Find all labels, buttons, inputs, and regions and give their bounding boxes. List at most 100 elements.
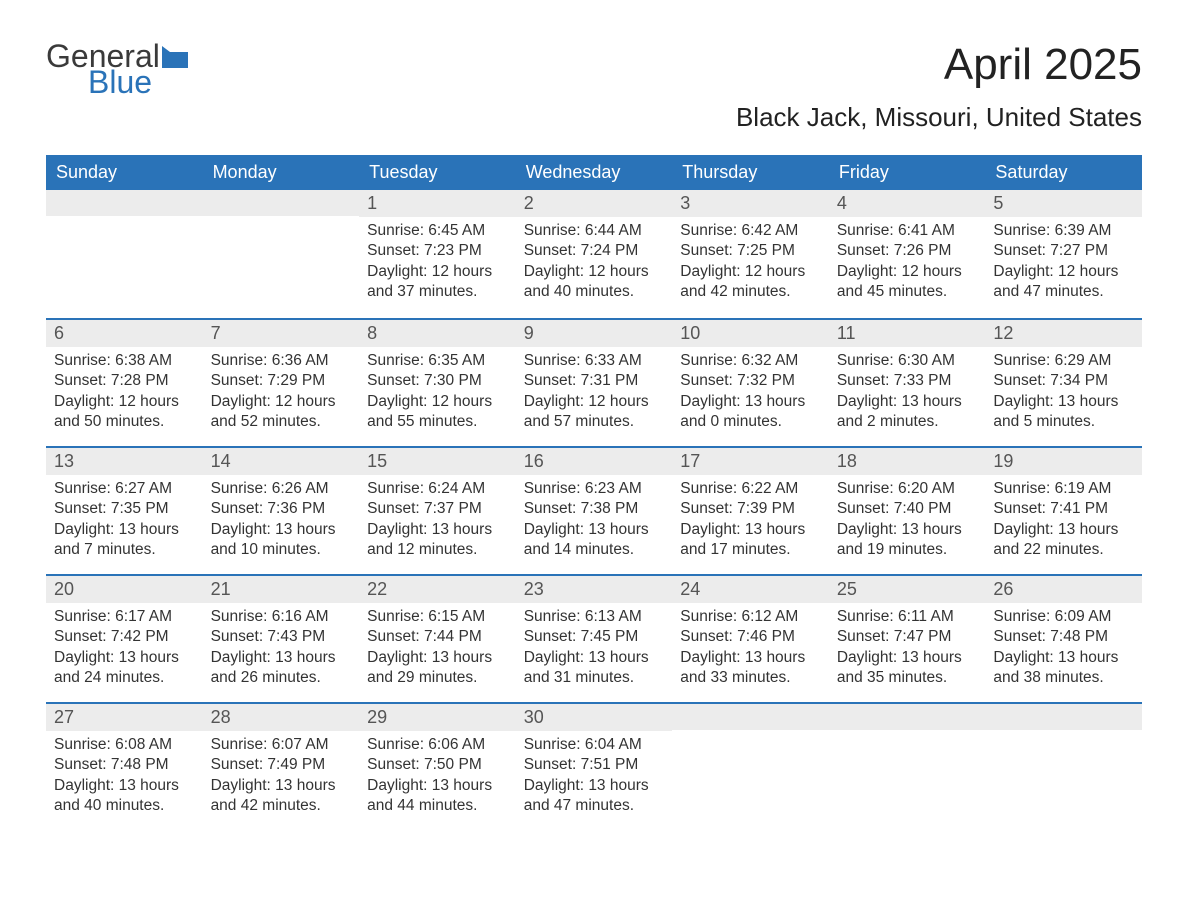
calendar-cell bbox=[46, 190, 203, 318]
calendar-cell: 30Sunrise: 6:04 AMSunset: 7:51 PMDayligh… bbox=[516, 704, 673, 830]
calendar-cell bbox=[203, 190, 360, 318]
sunrise-text: Sunrise: 6:38 AM bbox=[54, 351, 195, 371]
daylight2-text: and 42 minutes. bbox=[211, 796, 352, 816]
sunrise-text: Sunrise: 6:12 AM bbox=[680, 607, 821, 627]
daylight1-text: Daylight: 12 hours bbox=[680, 262, 821, 282]
cell-body: Sunrise: 6:41 AMSunset: 7:26 PMDaylight:… bbox=[829, 217, 986, 313]
cell-body bbox=[46, 216, 203, 230]
day-number: 6 bbox=[46, 320, 203, 347]
sunset-text: Sunset: 7:47 PM bbox=[837, 627, 978, 647]
sunrise-text: Sunrise: 6:04 AM bbox=[524, 735, 665, 755]
sunrise-text: Sunrise: 6:35 AM bbox=[367, 351, 508, 371]
sunset-text: Sunset: 7:50 PM bbox=[367, 755, 508, 775]
calendar-cell: 1Sunrise: 6:45 AMSunset: 7:23 PMDaylight… bbox=[359, 190, 516, 318]
sunrise-text: Sunrise: 6:33 AM bbox=[524, 351, 665, 371]
sunset-text: Sunset: 7:42 PM bbox=[54, 627, 195, 647]
day-number bbox=[829, 704, 986, 730]
cell-body: Sunrise: 6:23 AMSunset: 7:38 PMDaylight:… bbox=[516, 475, 673, 571]
daylight1-text: Daylight: 13 hours bbox=[54, 648, 195, 668]
day-header-monday: Monday bbox=[203, 155, 360, 190]
calendar-week: 27Sunrise: 6:08 AMSunset: 7:48 PMDayligh… bbox=[46, 702, 1142, 830]
daylight2-text: and 45 minutes. bbox=[837, 282, 978, 302]
cell-body: Sunrise: 6:26 AMSunset: 7:36 PMDaylight:… bbox=[203, 475, 360, 571]
daylight1-text: Daylight: 13 hours bbox=[54, 520, 195, 540]
sunset-text: Sunset: 7:33 PM bbox=[837, 371, 978, 391]
daylight2-text: and 55 minutes. bbox=[367, 412, 508, 432]
calendar-cell: 3Sunrise: 6:42 AMSunset: 7:25 PMDaylight… bbox=[672, 190, 829, 318]
cell-body: Sunrise: 6:22 AMSunset: 7:39 PMDaylight:… bbox=[672, 475, 829, 571]
weeks-container: 1Sunrise: 6:45 AMSunset: 7:23 PMDaylight… bbox=[46, 190, 1142, 830]
cell-body: Sunrise: 6:07 AMSunset: 7:49 PMDaylight:… bbox=[203, 731, 360, 827]
calendar-cell: 18Sunrise: 6:20 AMSunset: 7:40 PMDayligh… bbox=[829, 448, 986, 574]
cell-body: Sunrise: 6:17 AMSunset: 7:42 PMDaylight:… bbox=[46, 603, 203, 699]
daylight2-text: and 44 minutes. bbox=[367, 796, 508, 816]
sunrise-text: Sunrise: 6:08 AM bbox=[54, 735, 195, 755]
sunrise-text: Sunrise: 6:45 AM bbox=[367, 221, 508, 241]
daylight1-text: Daylight: 12 hours bbox=[993, 262, 1134, 282]
day-number: 26 bbox=[985, 576, 1142, 603]
calendar-cell: 22Sunrise: 6:15 AMSunset: 7:44 PMDayligh… bbox=[359, 576, 516, 702]
calendar-cell: 27Sunrise: 6:08 AMSunset: 7:48 PMDayligh… bbox=[46, 704, 203, 830]
daylight2-text: and 35 minutes. bbox=[837, 668, 978, 688]
cell-body bbox=[829, 730, 986, 744]
title-block: April 2025 Black Jack, Missouri, United … bbox=[736, 40, 1142, 133]
location-text: Black Jack, Missouri, United States bbox=[736, 102, 1142, 133]
calendar-week: 20Sunrise: 6:17 AMSunset: 7:42 PMDayligh… bbox=[46, 574, 1142, 702]
day-number: 10 bbox=[672, 320, 829, 347]
daylight1-text: Daylight: 13 hours bbox=[524, 776, 665, 796]
cell-body: Sunrise: 6:38 AMSunset: 7:28 PMDaylight:… bbox=[46, 347, 203, 443]
cell-body: Sunrise: 6:16 AMSunset: 7:43 PMDaylight:… bbox=[203, 603, 360, 699]
sunrise-text: Sunrise: 6:09 AM bbox=[993, 607, 1134, 627]
day-header-friday: Friday bbox=[829, 155, 986, 190]
daylight1-text: Daylight: 13 hours bbox=[524, 648, 665, 668]
cell-body: Sunrise: 6:32 AMSunset: 7:32 PMDaylight:… bbox=[672, 347, 829, 443]
sunset-text: Sunset: 7:28 PM bbox=[54, 371, 195, 391]
sunrise-text: Sunrise: 6:36 AM bbox=[211, 351, 352, 371]
daylight2-text: and 40 minutes. bbox=[524, 282, 665, 302]
sunrise-text: Sunrise: 6:27 AM bbox=[54, 479, 195, 499]
daylight1-text: Daylight: 13 hours bbox=[993, 392, 1134, 412]
day-number: 11 bbox=[829, 320, 986, 347]
day-number bbox=[672, 704, 829, 730]
day-number: 12 bbox=[985, 320, 1142, 347]
calendar-week: 13Sunrise: 6:27 AMSunset: 7:35 PMDayligh… bbox=[46, 446, 1142, 574]
page-header: General Blue April 2025 Black Jack, Miss… bbox=[46, 40, 1142, 133]
sunset-text: Sunset: 7:34 PM bbox=[993, 371, 1134, 391]
daylight1-text: Daylight: 13 hours bbox=[837, 648, 978, 668]
daylight1-text: Daylight: 13 hours bbox=[367, 776, 508, 796]
sunrise-text: Sunrise: 6:13 AM bbox=[524, 607, 665, 627]
sunset-text: Sunset: 7:29 PM bbox=[211, 371, 352, 391]
cell-body: Sunrise: 6:13 AMSunset: 7:45 PMDaylight:… bbox=[516, 603, 673, 699]
calendar-cell: 21Sunrise: 6:16 AMSunset: 7:43 PMDayligh… bbox=[203, 576, 360, 702]
cell-body: Sunrise: 6:36 AMSunset: 7:29 PMDaylight:… bbox=[203, 347, 360, 443]
cell-body: Sunrise: 6:20 AMSunset: 7:40 PMDaylight:… bbox=[829, 475, 986, 571]
sunrise-text: Sunrise: 6:06 AM bbox=[367, 735, 508, 755]
day-number: 18 bbox=[829, 448, 986, 475]
day-number: 29 bbox=[359, 704, 516, 731]
sunset-text: Sunset: 7:32 PM bbox=[680, 371, 821, 391]
daylight1-text: Daylight: 13 hours bbox=[211, 520, 352, 540]
day-number: 3 bbox=[672, 190, 829, 217]
daylight2-text: and 7 minutes. bbox=[54, 540, 195, 560]
sunset-text: Sunset: 7:48 PM bbox=[54, 755, 195, 775]
calendar-cell: 26Sunrise: 6:09 AMSunset: 7:48 PMDayligh… bbox=[985, 576, 1142, 702]
calendar-cell: 19Sunrise: 6:19 AMSunset: 7:41 PMDayligh… bbox=[985, 448, 1142, 574]
cell-body: Sunrise: 6:39 AMSunset: 7:27 PMDaylight:… bbox=[985, 217, 1142, 313]
calendar-cell: 20Sunrise: 6:17 AMSunset: 7:42 PMDayligh… bbox=[46, 576, 203, 702]
sunrise-text: Sunrise: 6:23 AM bbox=[524, 479, 665, 499]
sunset-text: Sunset: 7:44 PM bbox=[367, 627, 508, 647]
calendar-cell: 11Sunrise: 6:30 AMSunset: 7:33 PMDayligh… bbox=[829, 320, 986, 446]
day-number: 7 bbox=[203, 320, 360, 347]
day-number: 24 bbox=[672, 576, 829, 603]
cell-body: Sunrise: 6:42 AMSunset: 7:25 PMDaylight:… bbox=[672, 217, 829, 313]
calendar-cell: 10Sunrise: 6:32 AMSunset: 7:32 PMDayligh… bbox=[672, 320, 829, 446]
sunset-text: Sunset: 7:27 PM bbox=[993, 241, 1134, 261]
daylight2-text: and 40 minutes. bbox=[54, 796, 195, 816]
day-number: 9 bbox=[516, 320, 673, 347]
day-number bbox=[46, 190, 203, 216]
cell-body: Sunrise: 6:19 AMSunset: 7:41 PMDaylight:… bbox=[985, 475, 1142, 571]
daylight2-text: and 47 minutes. bbox=[993, 282, 1134, 302]
calendar-cell: 14Sunrise: 6:26 AMSunset: 7:36 PMDayligh… bbox=[203, 448, 360, 574]
sunrise-text: Sunrise: 6:16 AM bbox=[211, 607, 352, 627]
cell-body bbox=[672, 730, 829, 744]
